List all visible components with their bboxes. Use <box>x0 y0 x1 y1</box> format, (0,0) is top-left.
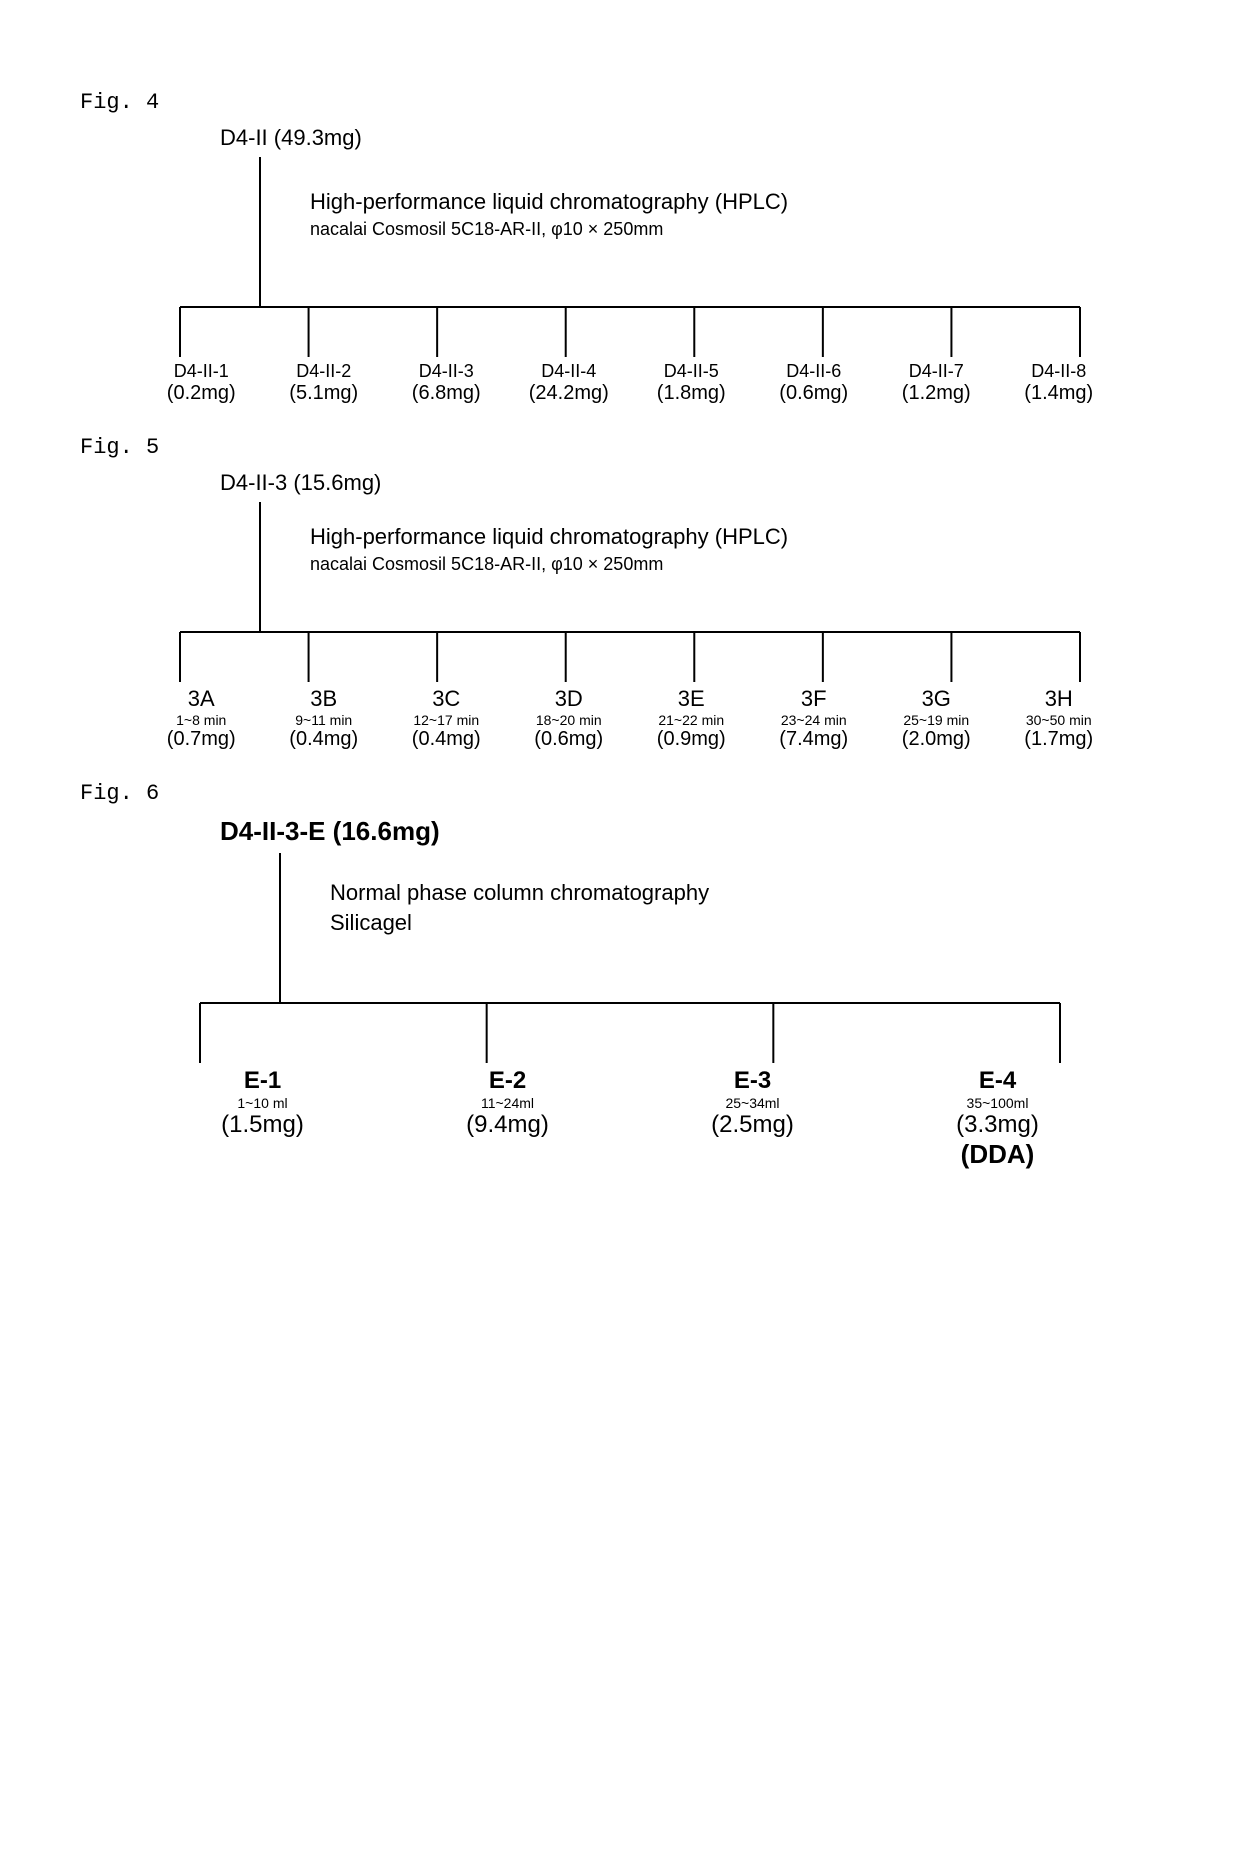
fig4-root: D4-II (49.3mg) <box>220 125 1160 151</box>
fig4-leaves: D4-II-1(0.2mg)D4-II-2(5.1mg)D4-II-3(6.8m… <box>140 361 1120 405</box>
leaf-name: D4-II-3 <box>385 361 508 382</box>
leaf-name: E-2 <box>385 1067 630 1095</box>
fig5-method-line1: High-performance liquid chromatography (… <box>310 522 788 552</box>
fig4-label: Fig. 4 <box>80 90 1160 115</box>
leaf: 3B9~11 min(0.4mg) <box>263 686 386 751</box>
leaf-mass: (1.4mg) <box>998 382 1121 405</box>
leaf-name: 3B <box>263 686 386 712</box>
leaf-name: D4-II-2 <box>263 361 386 382</box>
fig6-root: D4-II-3-E (16.6mg) <box>220 816 1160 847</box>
leaf-mass: (1.2mg) <box>875 382 998 405</box>
fig6-leaves: E-11~10 ml(1.5mg)E-211~24ml(9.4mg)E-325~… <box>140 1067 1120 1170</box>
leaf-name: D4-II-4 <box>508 361 631 382</box>
leaf: 3C12~17 min(0.4mg) <box>385 686 508 751</box>
leaf: D4-II-6(0.6mg) <box>753 361 876 405</box>
fig6-diagram: D4-II-3-E (16.6mg) Normal phase column c… <box>140 816 1160 1170</box>
fig6-method-line1: Normal phase column chromatography <box>330 878 709 908</box>
leaf: D4-II-1(0.2mg) <box>140 361 263 405</box>
fig5-root: D4-II-3 (15.6mg) <box>220 470 1160 496</box>
leaf: D4-II-3(6.8mg) <box>385 361 508 405</box>
leaf-mass: (0.6mg) <box>753 382 876 405</box>
leaf-mass: (3.3mg) <box>875 1111 1120 1139</box>
leaf-mass: (9.4mg) <box>385 1111 630 1139</box>
leaf-name: D4-II-1 <box>140 361 263 382</box>
leaf: E-435~100ml(3.3mg)(DDA) <box>875 1067 1120 1170</box>
fig5-leaves: 3A1~8 min(0.7mg)3B9~11 min(0.4mg)3C12~17… <box>140 686 1120 751</box>
leaf: 3D18~20 min(0.6mg) <box>508 686 631 751</box>
leaf-mass: (0.4mg) <box>385 728 508 751</box>
fig4-method: High-performance liquid chromatography (… <box>310 187 788 241</box>
leaf-time: 35~100ml <box>875 1095 1120 1111</box>
leaf: E-325~34ml(2.5mg) <box>630 1067 875 1170</box>
leaf-time: 11~24ml <box>385 1095 630 1111</box>
leaf: D4-II-4(24.2mg) <box>508 361 631 405</box>
leaf-name: 3A <box>140 686 263 712</box>
leaf: E-211~24ml(9.4mg) <box>385 1067 630 1170</box>
leaf: 3H30~50 min(1.7mg) <box>998 686 1121 751</box>
leaf-mass: (1.8mg) <box>630 382 753 405</box>
leaf-mass: (2.5mg) <box>630 1111 875 1139</box>
fig5-method: High-performance liquid chromatography (… <box>310 522 788 576</box>
leaf-mass: (2.0mg) <box>875 728 998 751</box>
leaf-time: 30~50 min <box>998 712 1121 728</box>
leaf-name: E-3 <box>630 1067 875 1095</box>
leaf-name: D4-II-5 <box>630 361 753 382</box>
leaf-mass: (24.2mg) <box>508 382 631 405</box>
leaf: 3F23~24 min(7.4mg) <box>753 686 876 751</box>
leaf-time: 1~10 ml <box>140 1095 385 1111</box>
leaf-time: 25~19 min <box>875 712 998 728</box>
leaf: D4-II-7(1.2mg) <box>875 361 998 405</box>
leaf: 3A1~8 min(0.7mg) <box>140 686 263 751</box>
leaf: D4-II-2(5.1mg) <box>263 361 386 405</box>
fig6-method-line2: Silicagel <box>330 908 709 938</box>
leaf-mass: (7.4mg) <box>753 728 876 751</box>
leaf-name: D4-II-6 <box>753 361 876 382</box>
leaf-name: 3F <box>753 686 876 712</box>
leaf-name: E-1 <box>140 1067 385 1095</box>
leaf-mass: (0.2mg) <box>140 382 263 405</box>
fig4-method-line1: High-performance liquid chromatography (… <box>310 187 788 217</box>
leaf-time: 12~17 min <box>385 712 508 728</box>
leaf-name: 3H <box>998 686 1121 712</box>
leaf-mass: (0.7mg) <box>140 728 263 751</box>
leaf-mass: (0.4mg) <box>263 728 386 751</box>
fig6-method: Normal phase column chromatography Silic… <box>330 878 709 937</box>
leaf: 3G25~19 min(2.0mg) <box>875 686 998 751</box>
leaf-mass: (0.9mg) <box>630 728 753 751</box>
fig4-method-line2: nacalai Cosmosil 5C18-AR-II, φ10 × 250mm <box>310 217 788 241</box>
fig4-diagram: D4-II (49.3mg) High-performance liquid c… <box>140 125 1160 405</box>
leaf-name: 3G <box>875 686 998 712</box>
leaf-time: 25~34ml <box>630 1095 875 1111</box>
leaf-name: 3D <box>508 686 631 712</box>
leaf: D4-II-5(1.8mg) <box>630 361 753 405</box>
leaf-name: 3E <box>630 686 753 712</box>
fig6-label: Fig. 6 <box>80 781 1160 806</box>
leaf-time: 21~22 min <box>630 712 753 728</box>
leaf-name: E-4 <box>875 1067 1120 1095</box>
fig5-diagram: D4-II-3 (15.6mg) High-performance liquid… <box>140 470 1160 751</box>
leaf-name: D4-II-8 <box>998 361 1121 382</box>
leaf-mass: (1.7mg) <box>998 728 1121 751</box>
leaf-mass: (0.6mg) <box>508 728 631 751</box>
leaf: 3E21~22 min(0.9mg) <box>630 686 753 751</box>
fig5-method-line2: nacalai Cosmosil 5C18-AR-II, φ10 × 250mm <box>310 552 788 576</box>
leaf-mass: (5.1mg) <box>263 382 386 405</box>
leaf-time: 23~24 min <box>753 712 876 728</box>
leaf-mass: (1.5mg) <box>140 1111 385 1139</box>
leaf-time: 9~11 min <box>263 712 386 728</box>
leaf: E-11~10 ml(1.5mg) <box>140 1067 385 1170</box>
leaf-name: D4-II-7 <box>875 361 998 382</box>
leaf-name: 3C <box>385 686 508 712</box>
fig5-label: Fig. 5 <box>80 435 1160 460</box>
leaf-time: 18~20 min <box>508 712 631 728</box>
leaf: D4-II-8(1.4mg) <box>998 361 1121 405</box>
leaf-time: 1~8 min <box>140 712 263 728</box>
leaf-mass: (6.8mg) <box>385 382 508 405</box>
leaf-extra: (DDA) <box>875 1139 1120 1170</box>
